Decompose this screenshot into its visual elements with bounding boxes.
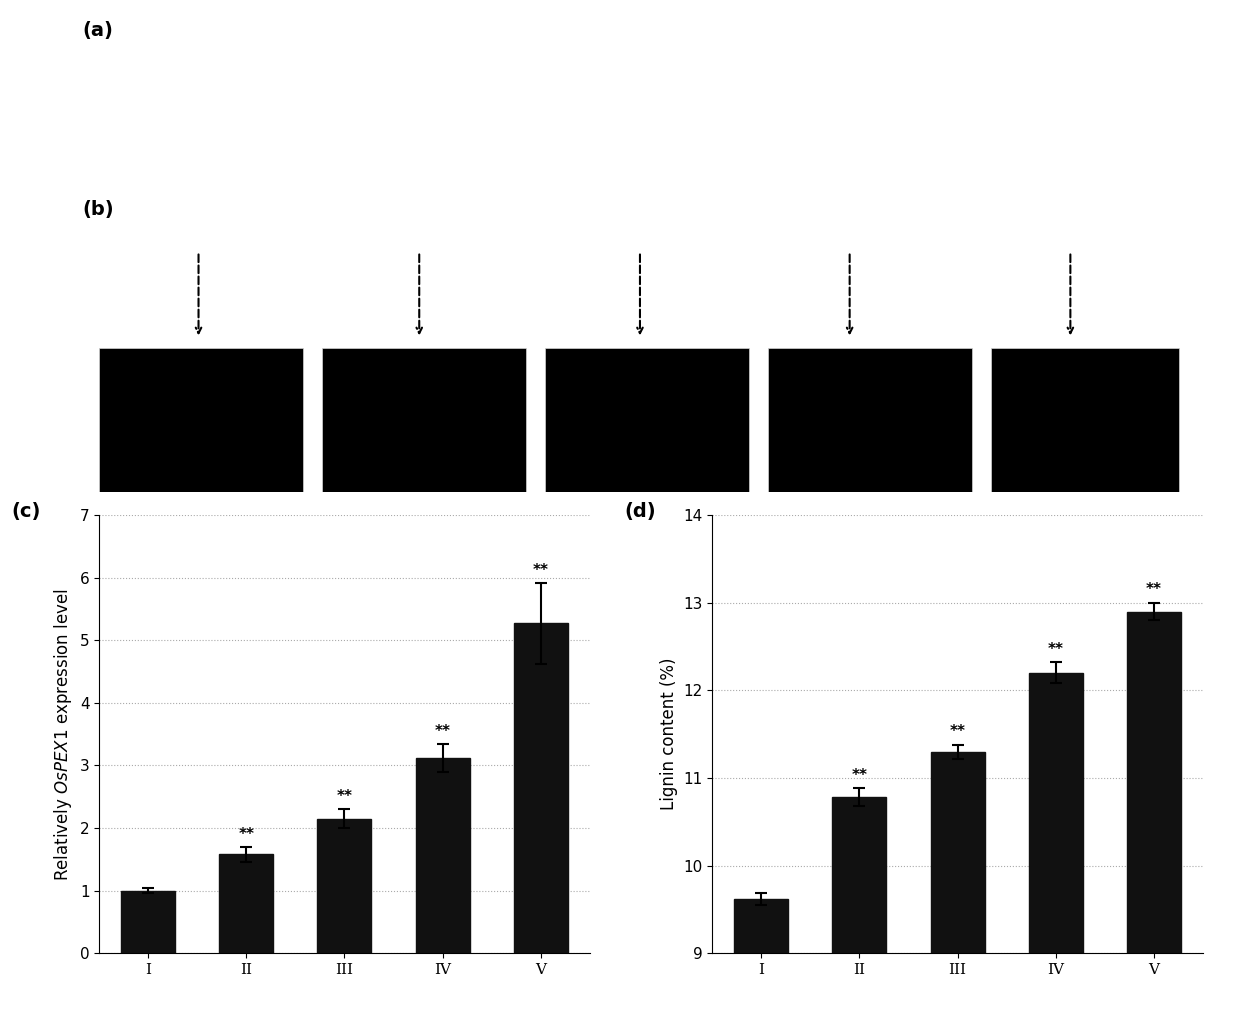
Bar: [415, 757, 470, 953]
Text: **: **: [434, 724, 450, 739]
Y-axis label: Lignin content (%): Lignin content (%): [660, 658, 677, 810]
Bar: [1127, 611, 1180, 1014]
Text: **: **: [852, 769, 868, 783]
Y-axis label: Relatively $\it{OsPEX1}$ expression level: Relatively $\it{OsPEX1}$ expression leve…: [52, 588, 74, 880]
Text: **: **: [1048, 642, 1064, 657]
Text: (a): (a): [83, 21, 114, 40]
Bar: [832, 797, 887, 1014]
FancyBboxPatch shape: [546, 348, 749, 492]
Text: **: **: [1146, 582, 1162, 597]
FancyBboxPatch shape: [99, 348, 304, 492]
Text: (c): (c): [11, 502, 40, 521]
Bar: [122, 890, 175, 953]
Bar: [930, 751, 985, 1014]
Bar: [513, 624, 568, 953]
FancyBboxPatch shape: [322, 348, 526, 492]
Bar: [734, 898, 789, 1014]
Text: **: **: [238, 826, 254, 842]
FancyBboxPatch shape: [991, 348, 1178, 492]
Bar: [317, 818, 372, 953]
Bar: [219, 854, 273, 953]
Text: **: **: [533, 563, 548, 578]
FancyBboxPatch shape: [768, 348, 972, 492]
Bar: [1029, 673, 1083, 1014]
Text: (d): (d): [624, 502, 656, 521]
Text: **: **: [336, 789, 352, 804]
Text: (b): (b): [83, 200, 114, 219]
Text: **: **: [950, 724, 966, 739]
